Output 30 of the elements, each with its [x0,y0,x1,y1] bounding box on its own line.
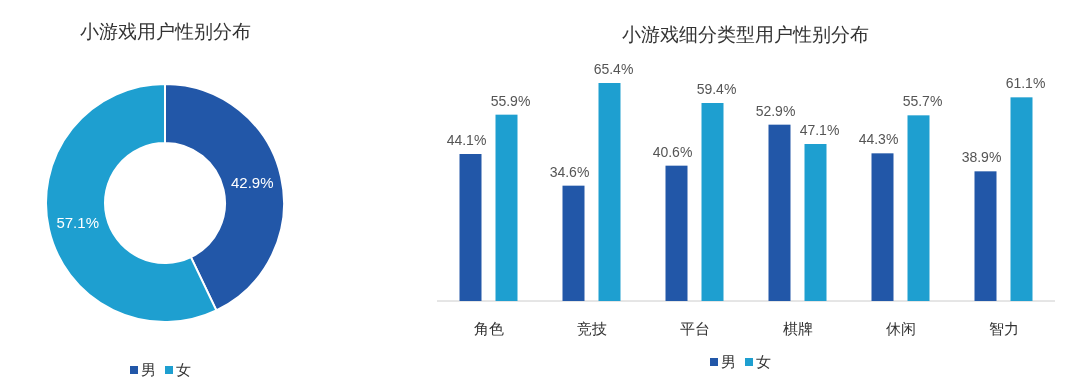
legend-label: 男 [141,361,156,378]
chart-title: 小游戏用户性别分布 [79,21,251,42]
x-tick-label: 角色 [473,320,504,337]
x-tick-label: 智力 [988,320,1019,337]
x-tick-label: 平台 [679,320,710,337]
data-label: 34.6% [549,163,590,180]
data-label: 65.4% [593,61,634,77]
data-label: 59.4% [696,81,737,97]
data-label: 42.9% [231,174,274,192]
legend-item: 女 [745,353,771,370]
data-label: 44.3% [858,131,899,148]
legend-label: 男 [721,353,736,370]
legend-item: 男 [710,353,736,370]
data-label: 55.9% [490,92,531,109]
data-label: 52.9% [755,102,796,119]
data-label: 55.7% [902,93,943,110]
legend-label: 女 [756,353,771,370]
x-tick-label: 休闲 [885,320,916,337]
x-tick-label: 棋牌 [782,320,813,337]
legend-item: 男 [130,361,156,378]
data-label: 38.9% [961,149,1002,166]
data-label: 61.1% [1005,75,1046,92]
data-label: 40.6% [652,143,693,160]
chart-title: 小游戏细分类型用户性别分布 [621,24,869,45]
data-label: 44.1% [446,132,487,148]
data-label: 47.1% [799,122,840,138]
data-label: 57.1% [56,213,99,231]
x-tick-label: 竞技 [576,320,607,337]
legend-item: 女 [165,361,191,378]
legend-label: 女 [176,361,191,378]
